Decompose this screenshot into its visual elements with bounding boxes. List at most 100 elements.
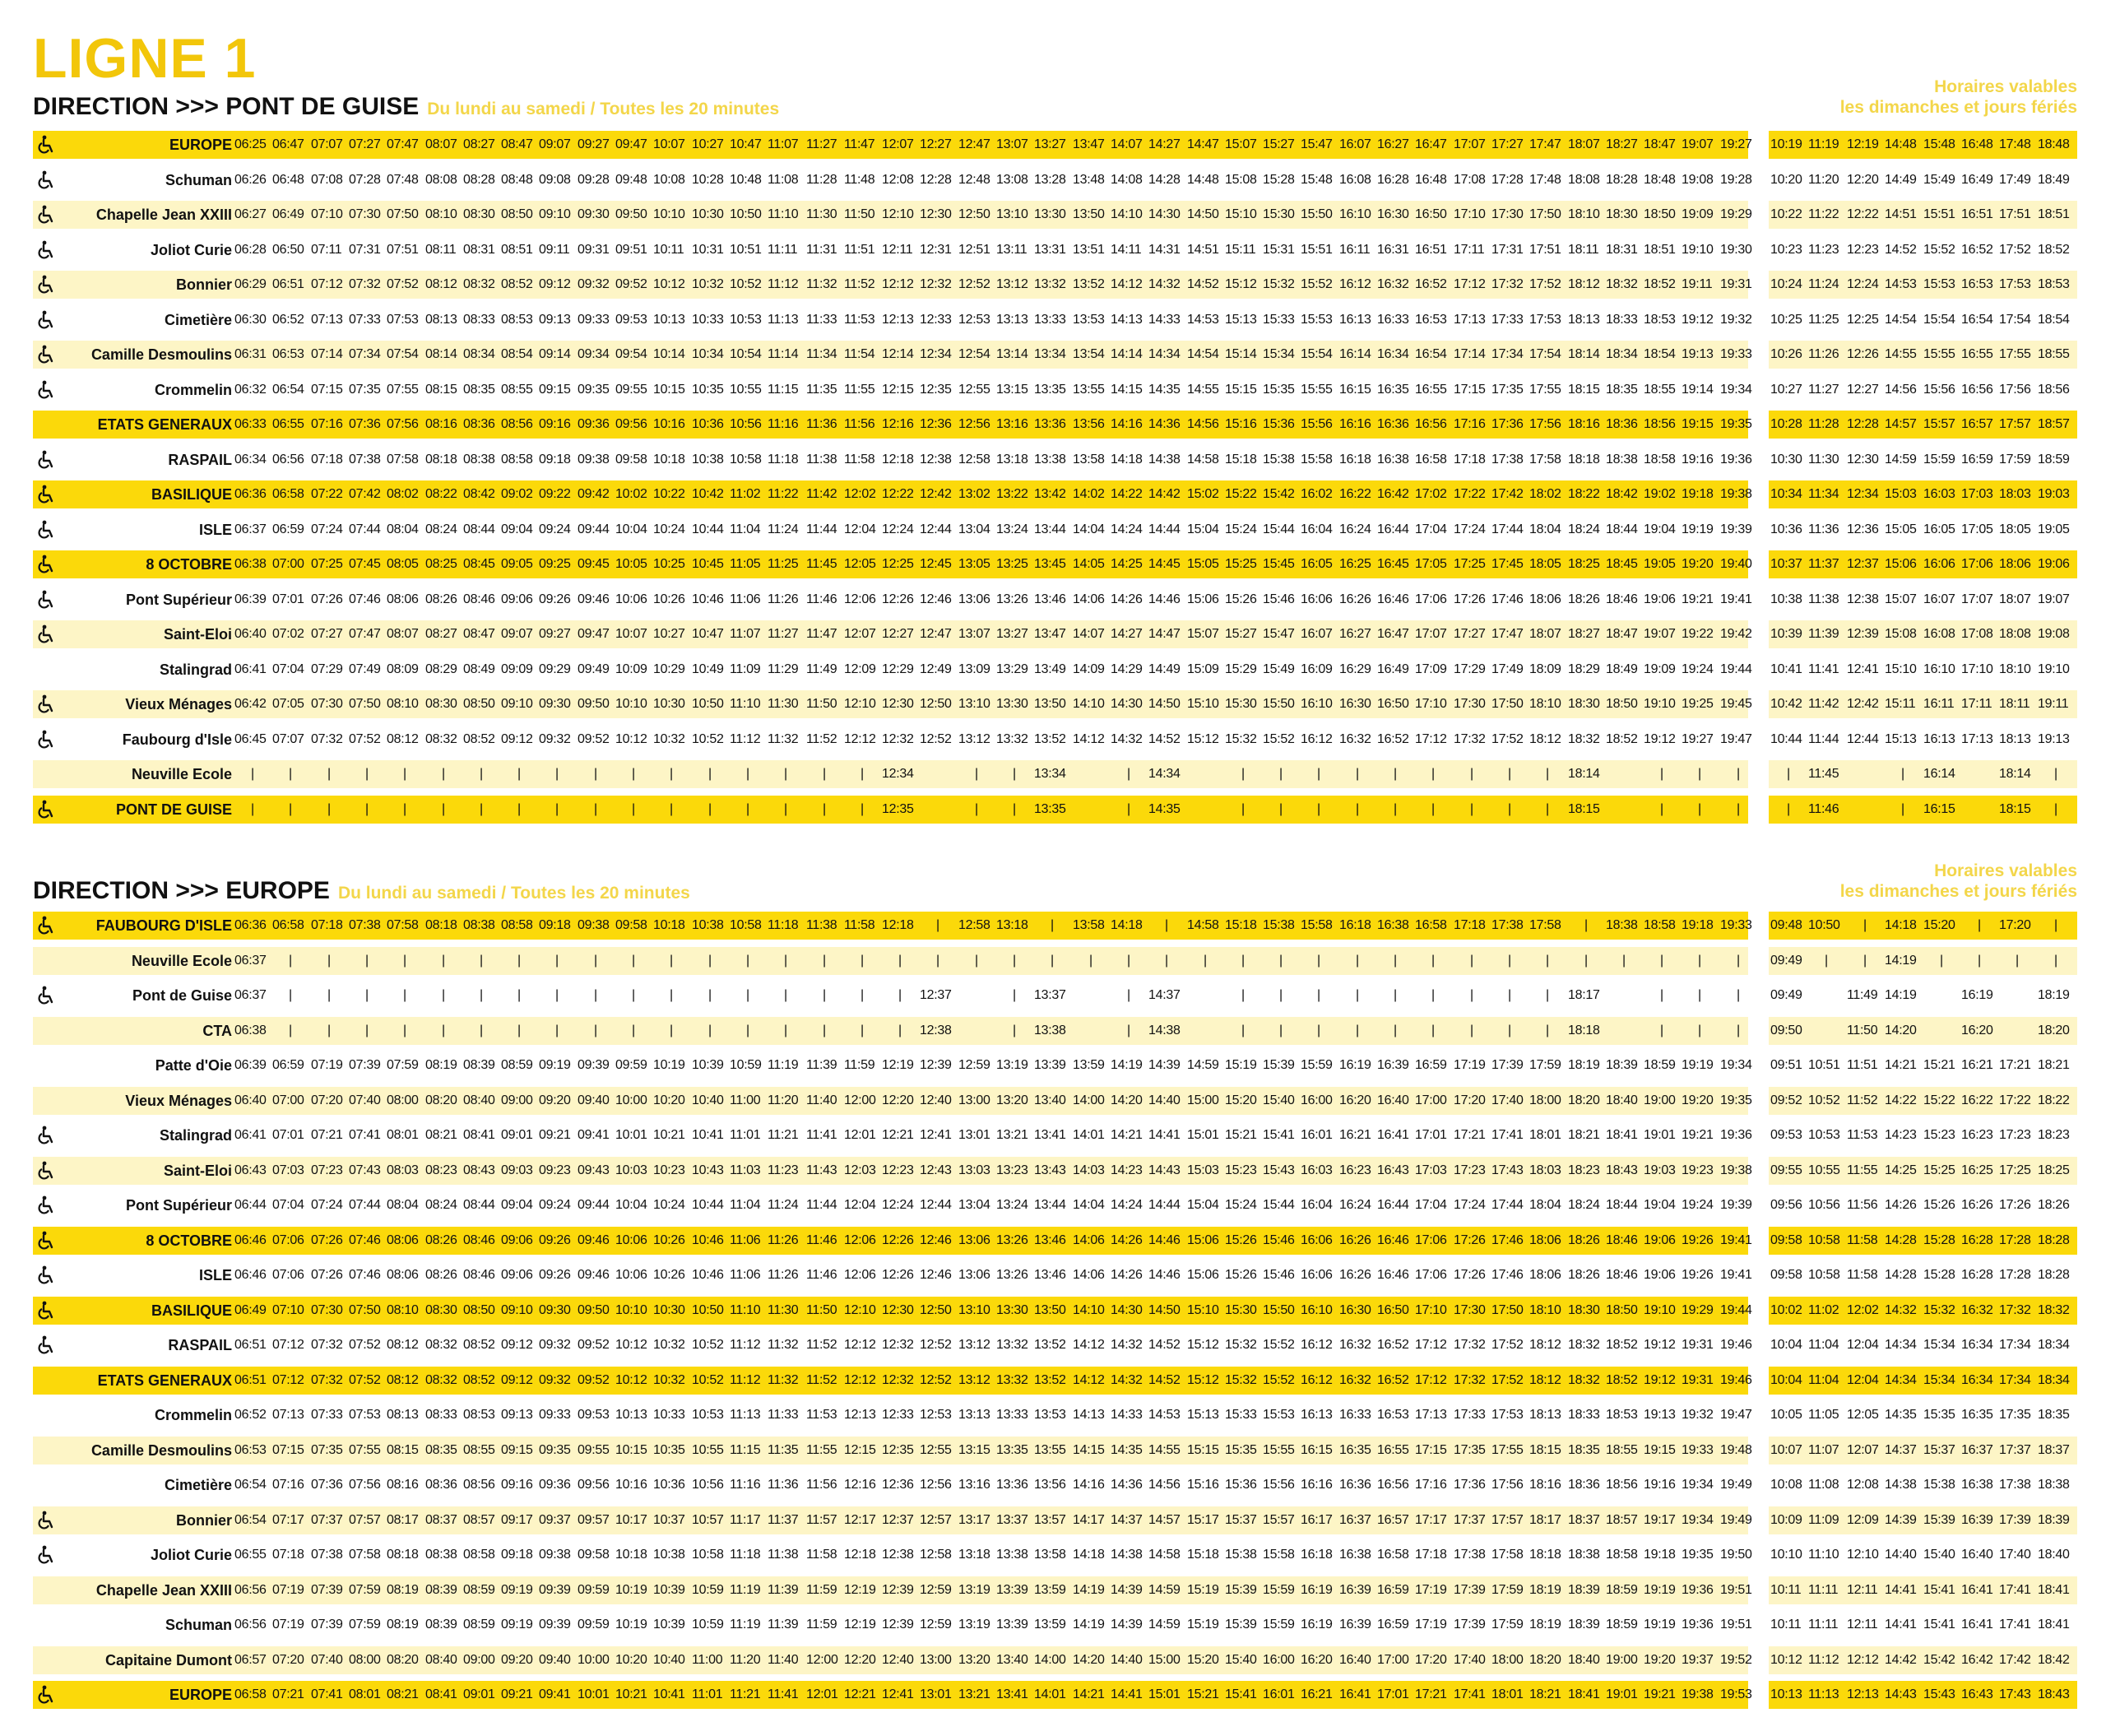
departure-time: 09:23 [539, 1163, 571, 1177]
departure-time: 11:41 [806, 1128, 837, 1142]
departure-time: 11:12 [768, 277, 799, 291]
departure-time: 09:54 [615, 347, 647, 361]
departure-time: | [823, 1023, 826, 1037]
departure-time: 11:42 [806, 487, 837, 501]
departure-time: 10:12 [615, 1338, 647, 1352]
holiday-departure-time: 11:41 [1808, 662, 1839, 676]
holiday-departure-time: 11:27 [1808, 383, 1839, 397]
holiday-departure-time: 14:53 [1885, 277, 1917, 291]
departure-time: 14:43 [1148, 1163, 1181, 1177]
departure-time: 07:58 [387, 918, 419, 932]
departure-time: 12:37 [882, 1513, 914, 1527]
departure-time: 07:35 [349, 383, 381, 397]
departure-time: 12:18 [882, 453, 914, 466]
departure-time: 10:19 [615, 1583, 647, 1597]
holiday-departure-time: 11:25 [1808, 313, 1839, 327]
holiday-departure-time: 16:34 [1961, 1338, 1993, 1352]
holiday-departure-time: 17:39 [1999, 1513, 2031, 1527]
departure-time: 16:07 [1339, 137, 1371, 151]
departure-time: 19:17 [1644, 1513, 1676, 1527]
departure-time: 07:39 [311, 1583, 343, 1597]
holiday-departure-time: 17:28 [1999, 1268, 2031, 1282]
departure-time: 14:39 [1148, 1058, 1181, 1072]
holiday-departure-time: 16:15 [1923, 802, 1955, 816]
holiday-departure-time: 12:10 [1847, 1548, 1879, 1562]
departure-time: 18:39 [1568, 1583, 1600, 1597]
holiday-departure-time: 16:59 [1961, 453, 1993, 466]
departure-time: 18:37 [1568, 1513, 1600, 1527]
departure-time: 18:35 [1568, 1443, 1600, 1457]
departure-time: 17:06 [1415, 1233, 1447, 1247]
departure-time: 18:19 [1568, 1058, 1600, 1072]
departure-time: 19:44 [1720, 662, 1752, 676]
departure-time: 15:05 [1187, 557, 1219, 571]
departure-time: 17:18 [1454, 453, 1486, 466]
holiday-departure-time: 16:19 [1961, 988, 1993, 1002]
stop-name: Stalingrad [159, 1127, 232, 1144]
departure-time: 07:15 [272, 1443, 304, 1457]
departure-time: 07:27 [311, 627, 343, 641]
departure-time: 12:32 [920, 277, 952, 291]
departure-time: 08:52 [501, 277, 533, 291]
departure-time: 14:52 [1148, 732, 1181, 746]
departure-time: 18:11 [1568, 243, 1599, 257]
departure-time: 19:12 [1644, 1373, 1676, 1387]
departure-time: | [327, 1023, 331, 1037]
departure-time: 08:29 [425, 662, 457, 676]
departure-time: 12:14 [882, 347, 914, 361]
departure-time: 17:59 [1491, 1583, 1524, 1597]
departure-time: 06:46 [234, 1233, 267, 1247]
departure-time: 19:49 [1720, 1478, 1752, 1492]
departure-time: 17:57 [1491, 1513, 1524, 1527]
stop-name: Capitaine Dumont [104, 1652, 232, 1669]
departure-time: 09:32 [578, 277, 610, 291]
departure-time: 10:32 [653, 1338, 685, 1352]
departure-time: 15:22 [1225, 487, 1257, 501]
departure-time: 12:02 [844, 487, 876, 501]
departure-time: 10:44 [692, 522, 724, 536]
departure-time: 18:04 [1529, 1198, 1561, 1212]
departure-time: 13:28 [1034, 173, 1066, 187]
departure-time: 14:15 [1073, 1443, 1105, 1457]
departure-time: 12:15 [882, 383, 914, 397]
departure-time: 07:39 [311, 1618, 343, 1632]
departure-time: 18:39 [1568, 1618, 1600, 1632]
holiday-departure-time: 17:42 [1999, 1653, 2031, 1667]
departure-time: 12:53 [958, 313, 990, 327]
departure-time: 08:21 [387, 1687, 419, 1701]
departure-time: 17:39 [1454, 1583, 1486, 1597]
departure-time: 18:16 [1568, 417, 1600, 431]
departure-time: 10:12 [653, 277, 685, 291]
stop-name: Saint-Eloi [163, 1163, 232, 1179]
departure-time: 09:36 [539, 1478, 571, 1492]
departure-time: 18:08 [1568, 173, 1600, 187]
holiday-departure-time: 14:41 [1885, 1618, 1917, 1632]
departure-time: 18:57 [1606, 1513, 1638, 1527]
departure-time: 11:36 [768, 1478, 799, 1492]
stop-name: Schuman [165, 1617, 232, 1633]
holiday-departure-time: | [1825, 954, 1828, 968]
departure-time: 12:38 [920, 453, 952, 466]
stop-name: Faubourg d'Isle [122, 731, 232, 748]
departure-time: 15:24 [1225, 522, 1257, 536]
departure-time: 11:09 [730, 662, 761, 676]
departure-time: 13:30 [996, 1303, 1028, 1317]
departure-time: 15:23 [1225, 1163, 1257, 1177]
departure-time: 19:19 [1682, 522, 1714, 536]
departure-time: 15:03 [1187, 1163, 1219, 1177]
stop-row: Vieux Ménages 06:40 07:00 07:20 07:40 08:00 08… [33, 1087, 2077, 1115]
departure-time: 14:37 [1111, 1513, 1143, 1527]
departure-time: 17:58 [1491, 1548, 1524, 1562]
departure-time: 14:40 [1111, 1653, 1143, 1667]
departure-time: 09:27 [539, 627, 571, 641]
departure-time: 08:43 [463, 1163, 495, 1177]
departure-time: 14:37 [1148, 988, 1181, 1002]
departure-time: 09:10 [501, 697, 533, 711]
departure-time: 19:53 [1720, 1687, 1752, 1701]
departure-time: 13:06 [958, 1268, 990, 1282]
departure-time: 17:15 [1415, 1443, 1447, 1457]
holiday-departure-time: 15:55 [1923, 347, 1955, 361]
departure-time: 12:17 [844, 1513, 876, 1527]
departure-time: 12:52 [958, 277, 990, 291]
departure-time: 11:06 [730, 1233, 761, 1247]
